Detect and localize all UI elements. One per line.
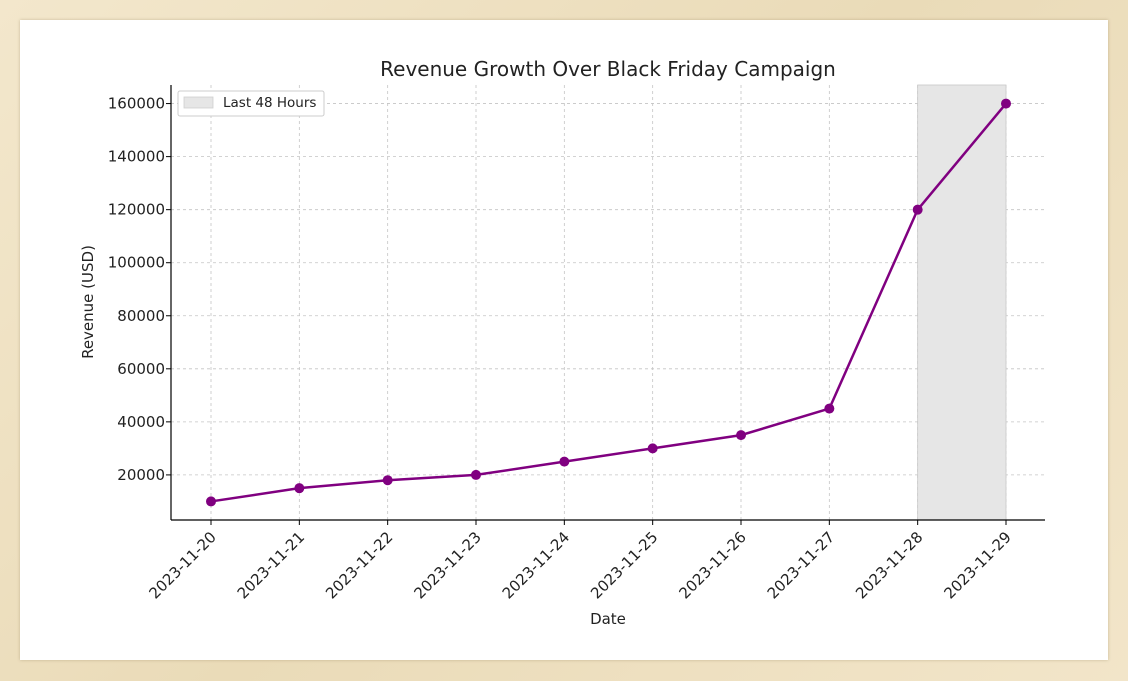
x-tick-label: 2023-11-21: [234, 528, 308, 602]
x-tick-label: 2023-11-29: [940, 528, 1014, 602]
legend-box: [177, 90, 325, 117]
chart-title: Revenue Growth Over Black Friday Campaig…: [380, 57, 836, 81]
x-tick-label: 2023-11-23: [410, 528, 484, 602]
y-tick-label: 100000: [108, 254, 165, 272]
series-layer: [206, 98, 1011, 507]
data-point: [912, 204, 923, 215]
y-tick-label: 20000: [117, 466, 165, 484]
data-point: [647, 443, 658, 454]
grid: [171, 85, 1045, 520]
x-tick-label: 2023-11-25: [587, 528, 661, 602]
x-tick-label: 2023-11-28: [852, 528, 926, 602]
x-tick-label: 2023-11-20: [145, 528, 219, 602]
y-tick-label: 140000: [108, 148, 165, 166]
y-tick-label: 60000: [117, 360, 165, 378]
data-point: [1001, 98, 1011, 109]
data-point: [559, 456, 570, 467]
data-point: [206, 496, 216, 507]
y-tick-label: 160000: [108, 95, 165, 113]
legend-swatch: [183, 96, 214, 109]
data-point: [471, 469, 481, 480]
x-tick-label: 2023-11-24: [499, 528, 573, 602]
x-axis-label: Date: [590, 610, 626, 628]
x-tick-label: 2023-11-22: [322, 528, 396, 602]
legend-label: Last 48 Hours: [223, 95, 316, 111]
data-point: [294, 483, 305, 494]
x-tick-label: 2023-11-26: [675, 528, 749, 602]
x-tick-label: 2023-11-27: [764, 528, 838, 602]
data-point: [736, 430, 746, 441]
shaded-region: [917, 84, 1007, 521]
y-tick-label: 120000: [108, 201, 165, 219]
legend: Last 48 Hours: [177, 90, 325, 117]
y-tick-label: 40000: [117, 413, 165, 431]
data-point: [824, 403, 835, 414]
y-tick-label: 80000: [117, 307, 165, 325]
axes: 20000 40000 60000 80000 100000 120000 140000 16…: [108, 85, 1045, 602]
data-point: [382, 475, 393, 486]
shaded-region-layer: [917, 84, 1007, 521]
series-line: [210, 102, 1007, 503]
y-axis-label: Revenue (USD): [79, 245, 97, 359]
